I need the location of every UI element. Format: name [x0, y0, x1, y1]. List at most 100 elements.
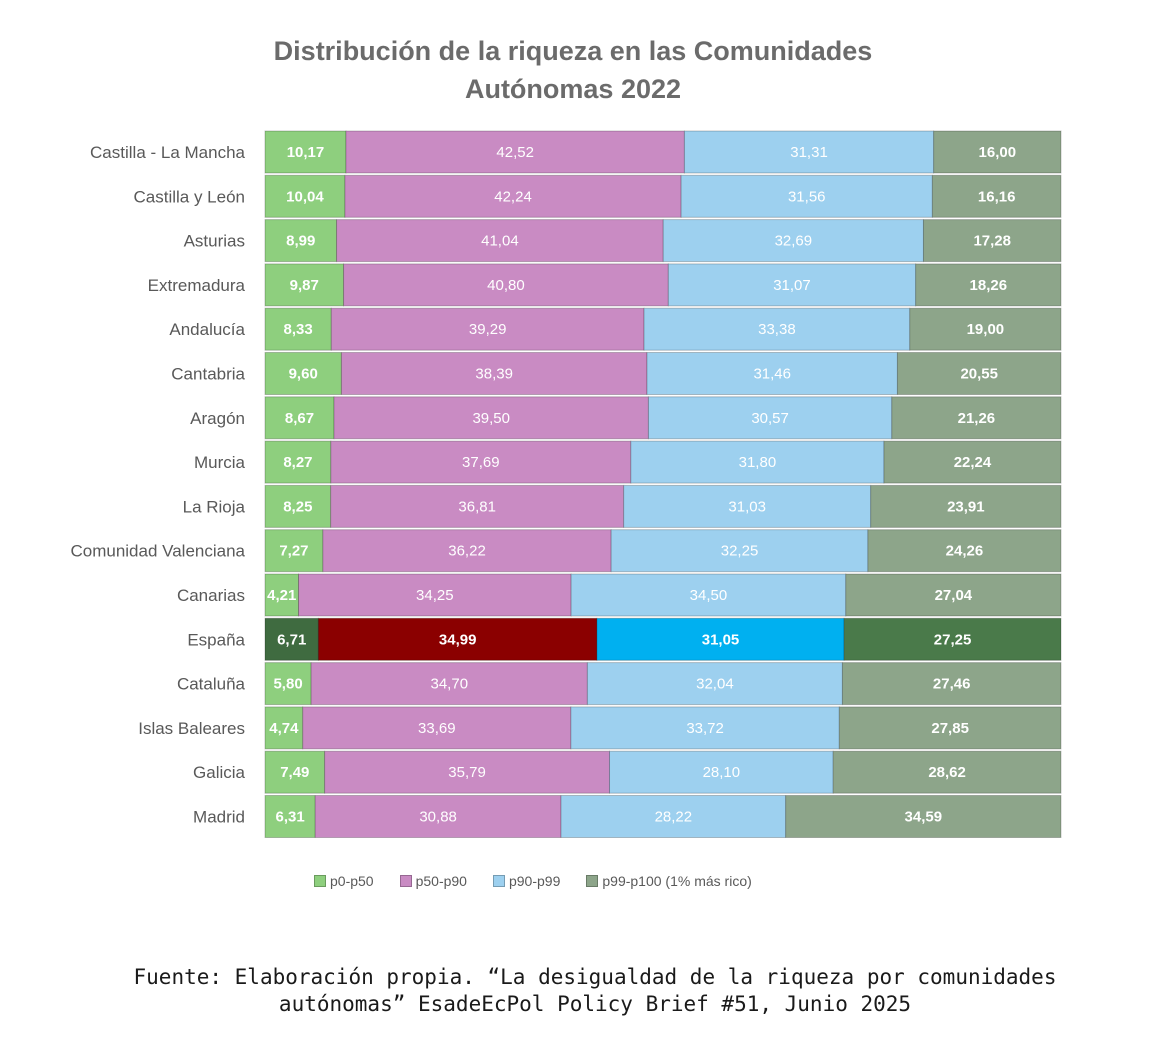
legend-swatch-p50-p90 [399, 875, 412, 887]
bar-segment-p0-p50-galicia [264, 750, 326, 794]
bar-segment-p50-p90-espana [317, 617, 598, 661]
bar-segment-p90-p99-canarias [570, 573, 847, 617]
data-label-p90-p99-aragon: 30,57 [751, 410, 789, 427]
data-label-p99-p100-1-mas-rico-madrid: 34,59 [905, 809, 943, 826]
data-label-p50-p90-extremadura: 40,80 [487, 277, 525, 294]
data-label-p50-p90-andalucia: 39,29 [469, 321, 507, 338]
bar-segment-p90-p99-espana [596, 617, 845, 661]
bar-segment-p0-p50-la-rioja [264, 484, 332, 528]
category-label-espana: España [187, 630, 245, 649]
data-label-p0-p50-asturias: 8,99 [286, 233, 315, 250]
data-label-p99-p100-1-mas-rico-castilla-la-mancha: 16,00 [979, 144, 1017, 161]
bar-segment-p50-p90-murcia [330, 440, 632, 484]
data-label-p0-p50-cataluna: 5,80 [273, 676, 302, 693]
data-label-p99-p100-1-mas-rico-cantabria: 20,55 [960, 366, 998, 383]
bar-segment-p99-p100-1-mas-rico-castilla-la-mancha [933, 130, 1062, 174]
bar-segment-p0-p50-murcia [264, 440, 332, 484]
data-label-p90-p99-extremadura: 31,07 [773, 277, 811, 294]
bar-segment-p90-p99-la-rioja [623, 484, 872, 528]
data-label-p90-p99-cantabria: 31,46 [753, 366, 791, 383]
legend-swatch-p99-p100-1-mas-rico [586, 875, 599, 887]
category-label-castilla-la-mancha: Castilla - La Mancha [90, 143, 246, 162]
bar-segment-p90-p99-cataluna [586, 662, 843, 706]
bar-segment-p99-p100-1-mas-rico-castilla-y-leon [931, 174, 1062, 218]
data-label-p0-p50-galicia: 7,49 [280, 764, 309, 781]
data-label-p99-p100-1-mas-rico-la-rioja: 23,91 [947, 498, 985, 515]
data-label-p90-p99-canarias: 34,50 [690, 587, 728, 604]
legend-item-p90-p99: p90-p99 [492, 873, 561, 889]
category-label-extremadura: Extremadura [148, 276, 246, 295]
bar-segment-p50-p90-islas-baleares [302, 706, 572, 750]
bar-segment-p50-p90-comunidad-valenciana [322, 529, 612, 573]
data-label-p0-p50-andalucia: 8,33 [284, 321, 313, 338]
bar-segment-p99-p100-1-mas-rico-extremadura [915, 263, 1062, 307]
bar-segment-p0-p50-espana [264, 617, 319, 661]
category-label-asturias: Asturias [184, 232, 245, 251]
data-label-p0-p50-espana: 6,71 [277, 631, 306, 648]
bar-segment-p90-p99-madrid [560, 795, 787, 838]
data-label-p90-p99-castilla-la-mancha: 31,31 [790, 144, 828, 161]
bar-segment-p90-p99-castilla-y-leon [680, 174, 933, 218]
bar-segment-p0-p50-aragon [264, 396, 335, 440]
bar-segment-p50-p90-canarias [298, 573, 572, 617]
bar-segment-p99-p100-1-mas-rico-andalucia [909, 307, 1062, 351]
bar-segment-p0-p50-comunidad-valenciana [264, 529, 324, 573]
category-label-madrid: Madrid [193, 808, 245, 827]
bar-segment-p0-p50-islas-baleares [264, 706, 304, 750]
data-label-p90-p99-asturias: 32,69 [775, 233, 813, 250]
source-note-line-2: autónomas” EsadeEcPol Policy Brief #51, … [278, 992, 912, 1016]
data-label-p50-p90-madrid: 30,88 [419, 809, 457, 826]
bar-segment-p50-p90-asturias [336, 219, 664, 263]
data-label-p50-p90-castilla-y-leon: 42,24 [494, 188, 532, 205]
bar-segment-p0-p50-castilla-y-leon [264, 174, 346, 218]
data-label-p0-p50-madrid: 6,31 [276, 809, 305, 826]
data-label-p50-p90-asturias: 41,04 [481, 233, 519, 250]
legend-swatch-p0-p50 [314, 875, 326, 887]
bar-segment-p99-p100-1-mas-rico-cantabria [896, 352, 1062, 395]
data-label-p90-p99-murcia: 31,80 [739, 454, 777, 471]
bar-segment-p99-p100-1-mas-rico-asturias [922, 219, 1062, 263]
data-label-p0-p50-cantabria: 9,60 [289, 366, 318, 383]
category-label-castilla-y-leon: Castilla y León [133, 187, 245, 206]
data-label-p99-p100-1-mas-rico-espana: 27,25 [934, 631, 972, 648]
bar-segment-p0-p50-andalucia [264, 307, 332, 351]
bar-segment-p99-p100-1-mas-rico-la-rioja [870, 484, 1062, 528]
data-label-p99-p100-1-mas-rico-asturias: 17,28 [973, 233, 1011, 250]
category-label-andalucia: Andalucía [169, 320, 245, 339]
bar-segment-p90-p99-murcia [630, 440, 885, 484]
bar-segment-p99-p100-1-mas-rico-canarias [845, 573, 1062, 617]
data-label-p0-p50-la-rioja: 8,25 [283, 498, 312, 515]
data-label-p99-p100-1-mas-rico-aragon: 21,26 [958, 410, 996, 427]
data-label-p90-p99-madrid: 28,22 [655, 809, 693, 826]
data-label-p0-p50-castilla-y-leon: 10,04 [286, 188, 324, 205]
data-label-p50-p90-galicia: 35,79 [448, 764, 486, 781]
legend-label-p90-p99: p90-p99 [508, 873, 561, 889]
bar-segment-p99-p100-1-mas-rico-galicia [832, 750, 1062, 794]
data-label-p0-p50-extremadura: 9,87 [290, 277, 319, 294]
legend-label-p99-p100-1-mas-rico: p99-p100 (1% más rico) [602, 873, 752, 889]
data-label-p0-p50-castilla-la-mancha: 10,17 [287, 144, 325, 161]
data-label-p90-p99-galicia: 28,10 [703, 764, 741, 781]
category-label-cantabria: Cantabria [171, 365, 245, 384]
data-label-p0-p50-murcia: 8,27 [283, 454, 312, 471]
legend-swatch-p90-p99 [492, 875, 505, 887]
data-label-p90-p99-la-rioja: 31,03 [728, 498, 766, 515]
data-label-p0-p50-islas-baleares: 4,74 [269, 720, 299, 737]
bar-segment-p99-p100-1-mas-rico-murcia [883, 440, 1062, 484]
data-label-p99-p100-1-mas-rico-comunidad-valenciana: 24,26 [946, 543, 984, 560]
data-label-p99-p100-1-mas-rico-andalucia: 19,00 [967, 321, 1005, 338]
category-label-islas-baleares: Islas Baleares [138, 719, 245, 738]
data-label-p99-p100-1-mas-rico-extremadura: 18,26 [970, 277, 1008, 294]
legend-item-p99-p100-1-mas-rico: p99-p100 (1% más rico) [586, 873, 752, 889]
bar-segment-p0-p50-canarias [264, 573, 300, 617]
bar-segment-p50-p90-castilla-la-mancha [345, 130, 685, 174]
data-label-p50-p90-espana: 34,99 [439, 631, 477, 648]
category-label-aragon: Aragón [190, 409, 245, 428]
legend-label-p0-p50: p0-p50 [330, 873, 374, 889]
bar-segment-p99-p100-1-mas-rico-islas-baleares [838, 706, 1062, 750]
category-label-la-rioja: La Rioja [183, 497, 246, 516]
data-label-p50-p90-canarias: 34,25 [416, 587, 454, 604]
bar-segment-p50-p90-castilla-y-leon [344, 174, 682, 218]
legend-label-p50-p90: p50-p90 [415, 873, 467, 889]
data-label-p99-p100-1-mas-rico-cataluna: 27,46 [933, 676, 971, 693]
